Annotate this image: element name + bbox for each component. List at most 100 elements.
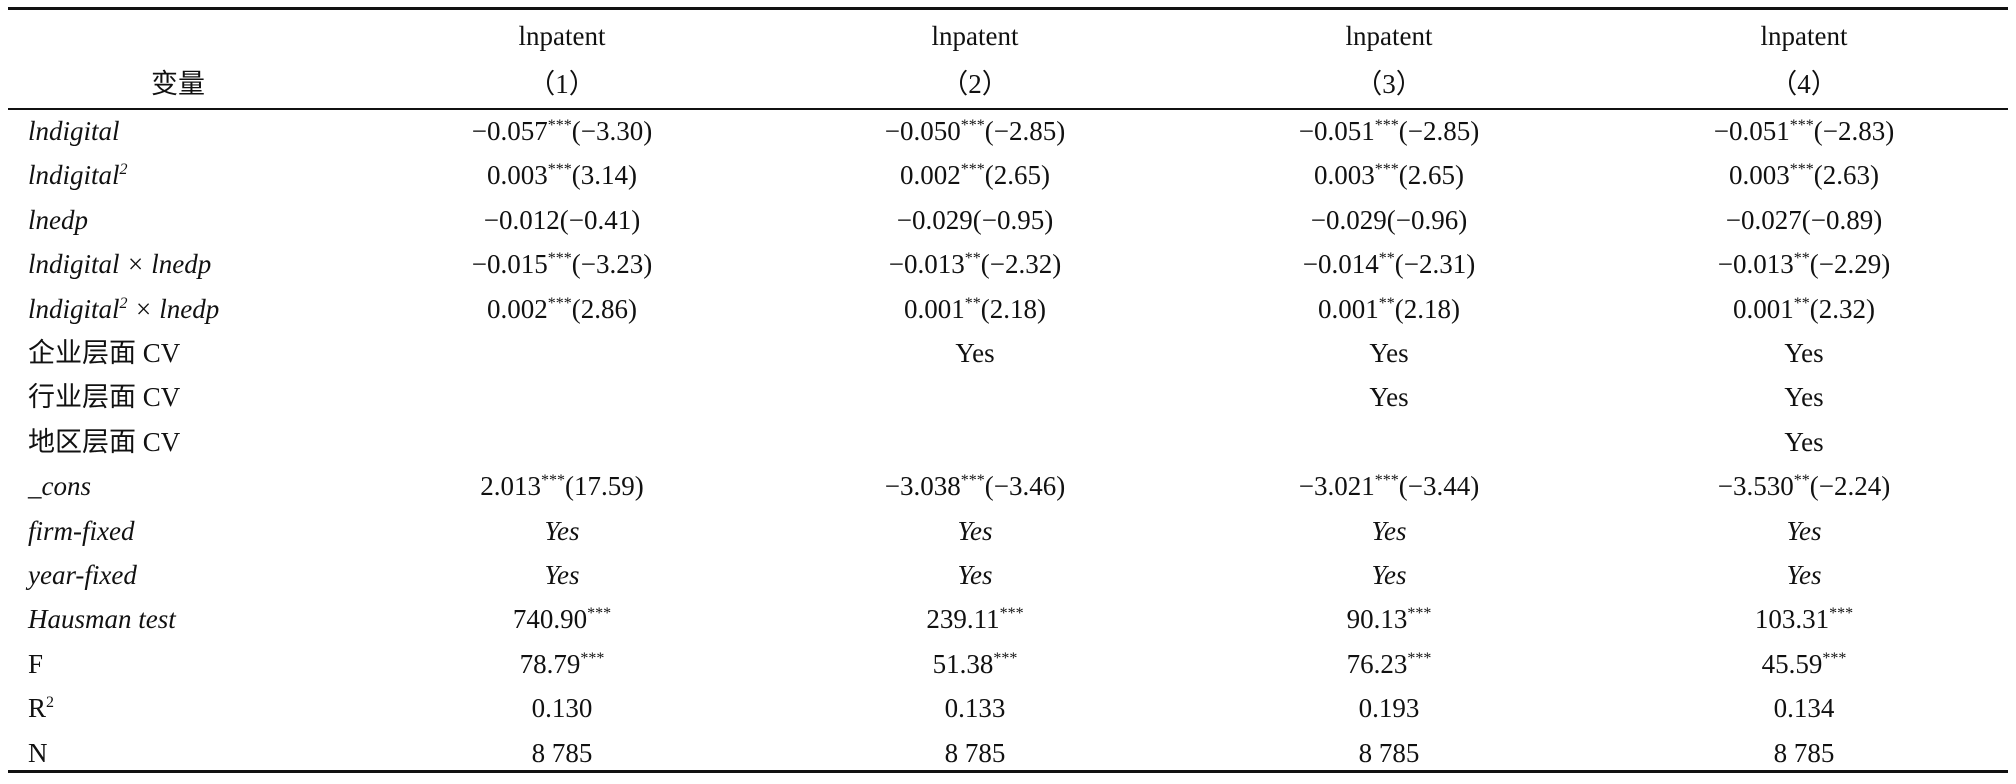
label-text: 地区层面 CV <box>28 426 181 457</box>
coefficient: 0.003 <box>487 160 548 191</box>
t-statistic: (−2.31) <box>1394 249 1476 280</box>
coefficient: −0.013 <box>1717 249 1794 280</box>
header-rule <box>8 108 2008 110</box>
column-dep: lnpatent <box>931 21 1019 51</box>
table-cell: 90.13*** <box>1347 599 1432 644</box>
coefficient: 78.79 <box>519 648 581 679</box>
significance: *** <box>1374 161 1399 179</box>
coefficient: −0.051 <box>1298 116 1375 146</box>
table-cell: Yes <box>1369 382 1409 413</box>
coefficient: 0.001 <box>904 293 965 324</box>
row-label: _cons <box>28 466 91 506</box>
table-cell: −0.051***(−2.83) <box>1714 111 1894 156</box>
significance: *** <box>547 250 572 268</box>
row-label: F <box>28 644 43 684</box>
table-cell: −3.021***(−3.44) <box>1299 466 1479 511</box>
significance: *** <box>547 161 572 179</box>
t-statistic: (−0.89) <box>1801 204 1883 235</box>
label-text: N <box>28 737 48 768</box>
significance: *** <box>587 605 612 623</box>
table-cell: −0.057***(−3.30) <box>472 111 652 156</box>
significance: ** <box>1793 294 1810 312</box>
table-cell: 2.013***(17.59) <box>480 466 643 511</box>
t-statistic: (−2.85) <box>1398 116 1480 146</box>
t-statistic: (−3.30) <box>571 116 653 146</box>
table-cell: Yes <box>1369 338 1409 368</box>
label-tail: × lnedp <box>127 293 220 324</box>
table-cell: −0.013**(−2.32) <box>889 244 1061 289</box>
table-cell: 0.003***(2.63) <box>1729 155 1879 200</box>
table-cell: Yes <box>1784 426 1824 457</box>
label-text: lndigital <box>28 160 120 191</box>
table-cell: −0.029(−0.96) <box>1311 200 1467 240</box>
row-label: lnedp <box>28 200 88 240</box>
label-text: R <box>28 693 47 724</box>
significance: *** <box>541 472 566 490</box>
label-text: lndigital <box>28 293 120 324</box>
column-number: （3） <box>1355 69 1423 99</box>
t-statistic: (2.63) <box>1813 160 1879 191</box>
table-cell: 0.130 <box>531 693 593 724</box>
table-cell: Yes <box>1786 560 1822 590</box>
significance: *** <box>580 649 605 667</box>
table-cell: −0.051***(−2.85) <box>1299 111 1479 156</box>
label-text: 企业层面 CV <box>28 338 181 368</box>
table-cell: −0.029(−0.95) <box>897 200 1053 240</box>
coefficient: 45.59 <box>1761 648 1823 679</box>
t-statistic: (2.18) <box>980 293 1046 324</box>
t-statistic: (2.65) <box>984 160 1050 191</box>
coefficient: 76.23 <box>1346 648 1408 679</box>
significance: ** <box>1378 250 1395 268</box>
row-label: lndigital <box>28 111 120 151</box>
coefficient: 740.90 <box>512 604 588 635</box>
table-cell: Yes <box>1786 515 1822 546</box>
significance: ** <box>1378 294 1395 312</box>
t-statistic: (−3.44) <box>1398 471 1480 502</box>
t-statistic: (2.18) <box>1394 293 1460 324</box>
table-cell: Yes <box>544 515 580 546</box>
significance: *** <box>547 117 572 134</box>
coefficient: 0.002 <box>900 160 961 191</box>
significance: *** <box>993 649 1018 667</box>
table-cell: 740.90*** <box>513 599 611 644</box>
label-text: lnedp <box>28 204 88 235</box>
label-sup: 2 <box>119 294 128 312</box>
table-cell: 0.134 <box>1773 693 1835 724</box>
table-cell: 0.003***(3.14) <box>487 155 637 200</box>
significance: *** <box>1407 649 1432 667</box>
row-label: lndigital2 × lnedp <box>28 289 219 334</box>
row-label: Hausman test <box>28 599 176 639</box>
significance: *** <box>999 605 1024 623</box>
label-text: F <box>28 648 44 679</box>
coefficient: −0.014 <box>1302 249 1379 280</box>
table-cell: Yes <box>955 338 995 368</box>
column-dep: lnpatent <box>1345 21 1433 51</box>
table-cell: 0.001**(2.18) <box>904 289 1046 334</box>
t-statistic: (3.14) <box>571 160 637 191</box>
t-statistic: (−2.85) <box>984 116 1066 146</box>
significance: *** <box>1374 117 1399 134</box>
coefficient: 0.003 <box>1314 160 1375 191</box>
coefficient: −0.050 <box>884 116 961 146</box>
coefficient: −0.015 <box>471 249 548 280</box>
t-statistic: (2.86) <box>571 293 637 324</box>
significance: *** <box>960 117 985 134</box>
table-cell: 8 785 <box>1773 737 1835 768</box>
coefficient: −3.021 <box>1298 471 1375 502</box>
column-dep: lnpatent <box>518 21 606 51</box>
row-label: N <box>28 733 48 773</box>
significance: *** <box>960 161 985 179</box>
coefficient: −3.530 <box>1717 471 1794 502</box>
table-cell: −0.015***(−3.23) <box>472 244 652 289</box>
coefficient: −0.051 <box>1713 116 1790 146</box>
t-statistic: (−2.83) <box>1813 116 1895 146</box>
label-text: lndigital × lnedp <box>28 249 212 280</box>
table-cell: 51.38*** <box>933 644 1018 689</box>
significance: *** <box>960 472 985 490</box>
bottom-rule <box>8 770 2008 773</box>
table-cell: 0.002***(2.65) <box>900 155 1050 200</box>
table-cell: Yes <box>1784 382 1824 413</box>
t-statistic: (−3.23) <box>571 249 653 280</box>
table-cell: −3.530**(−2.24) <box>1718 466 1890 511</box>
